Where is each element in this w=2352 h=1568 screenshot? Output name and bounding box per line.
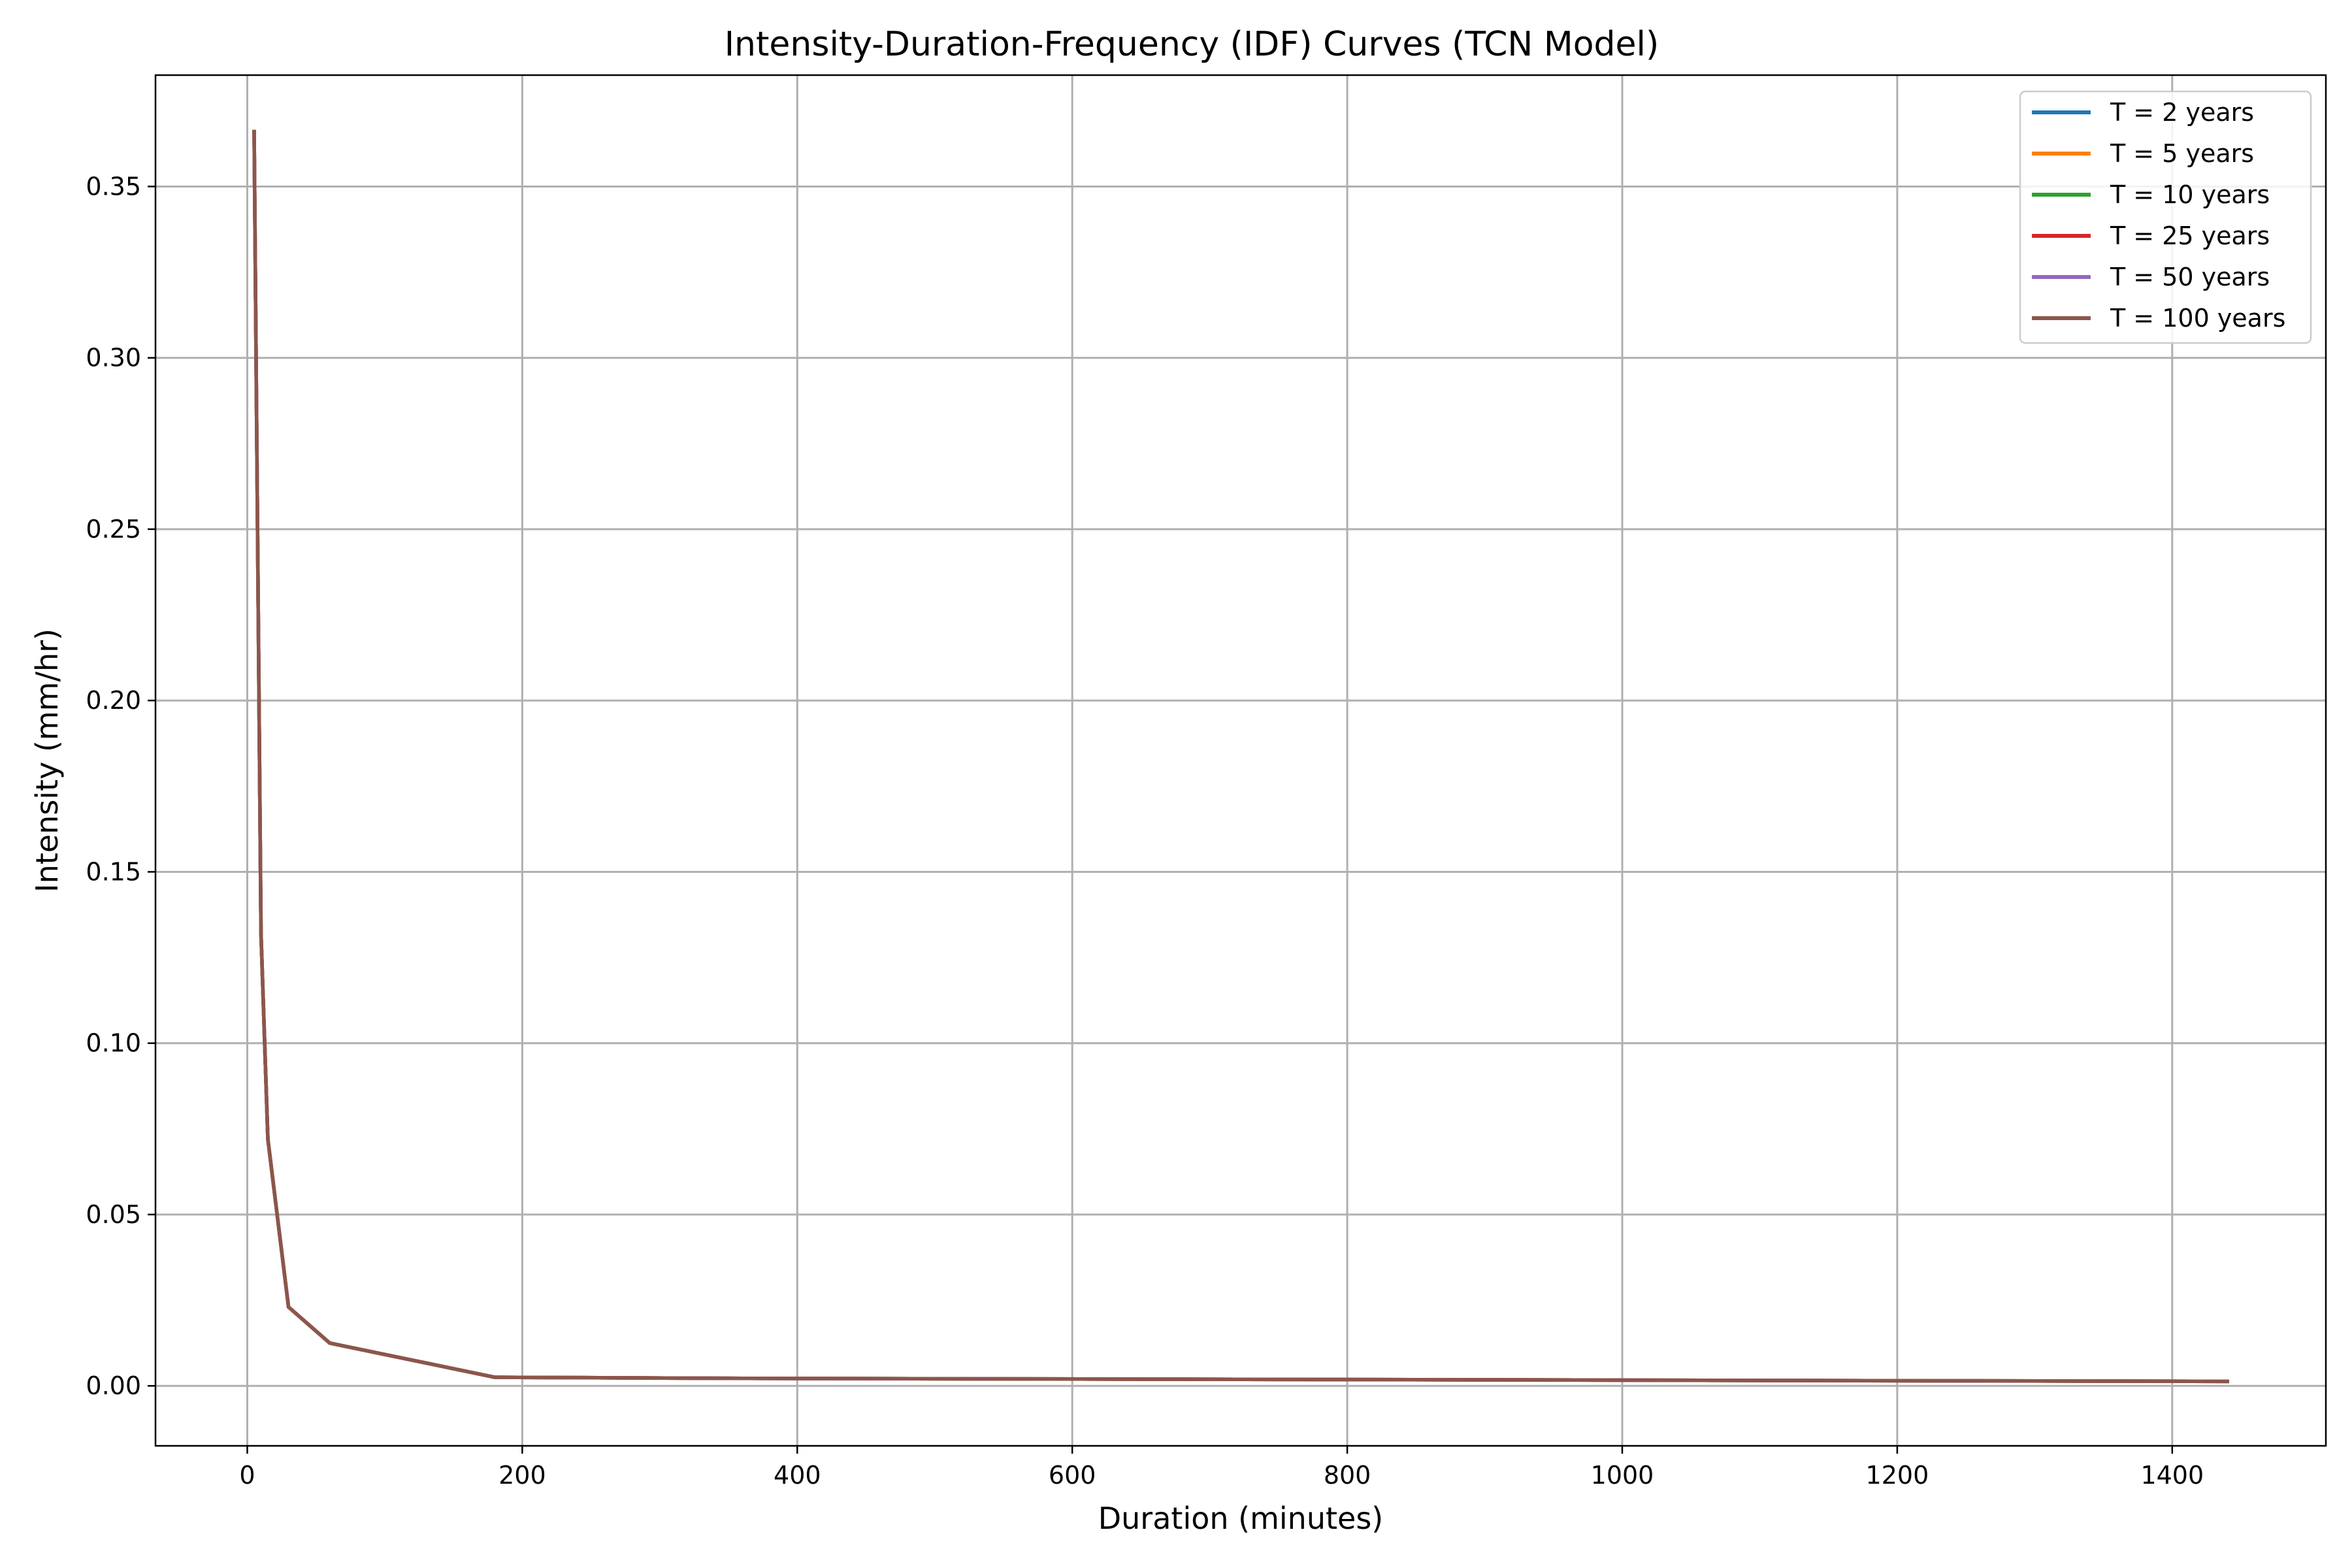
y-tick-label: 0.05: [86, 1200, 141, 1229]
legend-label-1: T = 5 years: [2110, 139, 2254, 168]
series-line-5: [252, 129, 2229, 1384]
x-tick-label: 1200: [1866, 1461, 1929, 1490]
y-tick-label: 0.15: [86, 857, 141, 886]
legend-label-5: T = 100 years: [2110, 304, 2285, 333]
legend: T = 2 years T = 5 years T = 10 years T = 25…: [2019, 90, 2312, 344]
x-tick-label: 200: [498, 1461, 546, 1490]
grid-layer: [155, 75, 2326, 1446]
y-tick-label: 0.35: [86, 172, 141, 201]
x-axis-label: Duration (minutes): [1098, 1501, 1384, 1536]
legend-label-4: T = 50 years: [2110, 263, 2270, 291]
y-tick-label: 0.30: [86, 344, 141, 372]
legend-label-2: T = 10 years: [2110, 180, 2270, 209]
y-tick-label: 0.10: [86, 1029, 141, 1058]
x-tick-label: 400: [774, 1461, 821, 1490]
plot-frame: [154, 74, 2327, 1447]
tick-layer: 0 200 400 600 800 1000 1200 1400 0.00 0.05 0.10 0.1…: [86, 172, 2204, 1490]
y-axis-label: Intensity (mm/hr): [29, 629, 65, 892]
y-tick-label: 0.25: [86, 515, 141, 544]
x-tick-label: 800: [1324, 1461, 1371, 1490]
chart-title: Intensity-Duration-Frequency (IDF) Curve…: [725, 25, 1659, 64]
legend-label-3: T = 25 years: [2110, 221, 2270, 250]
y-tick-label: 0.20: [86, 686, 141, 715]
y-tick-label: 0.00: [86, 1371, 141, 1400]
x-tick-label: 1400: [2140, 1461, 2204, 1490]
x-tick-label: 1000: [1591, 1461, 1654, 1490]
x-tick-label: 0: [239, 1461, 255, 1490]
legend-label-0: T = 2 years: [2110, 98, 2254, 127]
x-tick-label: 600: [1049, 1461, 1096, 1490]
legend-box: [2019, 90, 2312, 344]
series-layer: [252, 129, 2229, 1384]
